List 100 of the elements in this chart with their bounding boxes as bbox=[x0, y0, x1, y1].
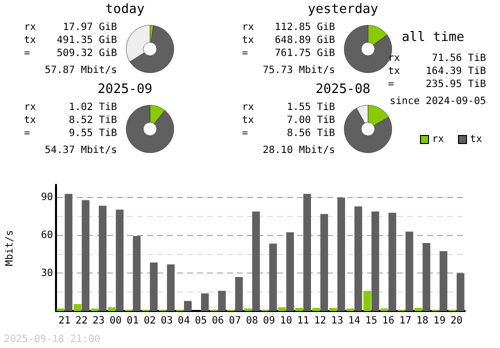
text: 7.00 TiB bbox=[286, 115, 335, 128]
x-tick-label: 19 bbox=[433, 316, 446, 327]
text: 648.89 GiB bbox=[274, 35, 335, 48]
bar bbox=[414, 308, 422, 311]
text: 112.85 GiB bbox=[274, 22, 335, 35]
text: rx bbox=[241, 102, 254, 115]
text: 235.95 TiB bbox=[426, 79, 486, 92]
x-tick-label: 11 bbox=[297, 316, 310, 327]
bar bbox=[56, 308, 64, 311]
bar bbox=[422, 242, 430, 311]
bar bbox=[320, 214, 328, 311]
text: tx bbox=[23, 115, 36, 128]
x-tick-label: 12 bbox=[314, 316, 326, 327]
text: 57.87 Mbit/s bbox=[44, 65, 117, 78]
bar bbox=[64, 194, 72, 311]
text: 164.39 TiB bbox=[426, 66, 486, 79]
text: = bbox=[241, 48, 248, 61]
x-tick-label: 08 bbox=[246, 316, 258, 327]
text: = bbox=[23, 128, 30, 141]
x-tick-label: 06 bbox=[212, 316, 224, 327]
bar bbox=[184, 300, 192, 311]
text: rx bbox=[387, 53, 400, 66]
bar bbox=[295, 308, 303, 311]
x-tick-label: 16 bbox=[382, 316, 394, 327]
text: tx bbox=[241, 35, 254, 48]
text: tx bbox=[241, 115, 254, 128]
bar bbox=[286, 232, 294, 311]
bar bbox=[116, 210, 124, 311]
bar bbox=[456, 273, 464, 311]
bar bbox=[252, 211, 260, 311]
bar bbox=[371, 211, 380, 311]
text: since 2024-09-05 bbox=[388, 96, 486, 109]
bar bbox=[74, 304, 82, 311]
x-tick-label: 18 bbox=[416, 316, 428, 327]
chart-title: 2025-09 bbox=[96, 82, 154, 97]
text: all time bbox=[400, 30, 466, 45]
bar bbox=[90, 308, 98, 311]
bar bbox=[312, 308, 320, 311]
bar bbox=[235, 276, 243, 311]
bar bbox=[269, 244, 277, 311]
bar bbox=[201, 293, 209, 311]
x-tick-label: 04 bbox=[178, 316, 190, 327]
y-tick-label: 90 bbox=[40, 192, 53, 204]
y-tick-label: 60 bbox=[40, 230, 53, 241]
bar bbox=[150, 262, 158, 311]
bar bbox=[380, 308, 388, 311]
text: 8.52 TiB bbox=[68, 115, 117, 128]
bar bbox=[337, 198, 346, 311]
text: rx bbox=[23, 102, 36, 115]
x-tick-label: 14 bbox=[348, 316, 360, 327]
text: 28.10 Mbit/s bbox=[262, 145, 335, 158]
x-tick-label: 03 bbox=[160, 316, 173, 327]
text: 71.56 TiB bbox=[432, 53, 486, 66]
x-tick-label: 10 bbox=[280, 316, 292, 327]
text: 54.37 Mbit/s bbox=[44, 145, 117, 158]
text: 1.02 TiB bbox=[68, 102, 117, 115]
text: 17.97 GiB bbox=[62, 22, 117, 35]
text: 509.32 GiB bbox=[56, 48, 117, 61]
text: 75.73 Mbit/s bbox=[262, 65, 335, 78]
bar bbox=[278, 307, 286, 311]
text: 9.55 TiB bbox=[68, 128, 117, 141]
text: 761.75 GiB bbox=[274, 48, 335, 61]
text: 1.55 TiB bbox=[286, 102, 335, 115]
x-tick-label: 09 bbox=[262, 316, 276, 327]
bar bbox=[98, 206, 106, 311]
text: rx bbox=[23, 22, 36, 35]
chart-title: 2025-08 bbox=[316, 82, 370, 97]
text: = bbox=[387, 79, 394, 92]
x-tick-label: 00 bbox=[110, 316, 122, 327]
bar bbox=[108, 307, 116, 311]
bar bbox=[406, 232, 414, 311]
text: tx bbox=[387, 66, 400, 79]
y-axis-title: Mbit/s bbox=[4, 230, 16, 266]
x-tick-label: 07 bbox=[228, 316, 241, 327]
text: rx bbox=[241, 22, 254, 35]
bar bbox=[166, 264, 175, 311]
x-tick-label: 05 bbox=[194, 316, 207, 327]
bar bbox=[303, 194, 311, 311]
bar bbox=[244, 308, 252, 311]
legend-label: tx bbox=[470, 134, 482, 145]
legend-label: rx bbox=[432, 134, 444, 145]
x-tick-label: 21 bbox=[58, 316, 71, 327]
text: = bbox=[23, 48, 30, 61]
x-tick-label: 13 bbox=[331, 316, 344, 327]
x-tick-label: 23 bbox=[92, 316, 105, 327]
bar bbox=[218, 290, 226, 311]
text: tx bbox=[23, 35, 36, 48]
y-tick-label: 30 bbox=[40, 268, 53, 279]
bar bbox=[346, 308, 354, 311]
x-tick-label: 17 bbox=[399, 316, 412, 327]
bar bbox=[363, 290, 372, 311]
bar bbox=[329, 308, 337, 311]
x-tick-label: 20 bbox=[450, 316, 463, 327]
x-tick-label: 02 bbox=[144, 316, 156, 327]
chart-title: today bbox=[104, 2, 146, 17]
text: 491.35 GiB bbox=[56, 35, 117, 48]
x-tick-label: 01 bbox=[126, 316, 139, 327]
bar bbox=[132, 236, 141, 311]
bar bbox=[388, 212, 396, 311]
text: 8.56 TiB bbox=[286, 128, 335, 141]
